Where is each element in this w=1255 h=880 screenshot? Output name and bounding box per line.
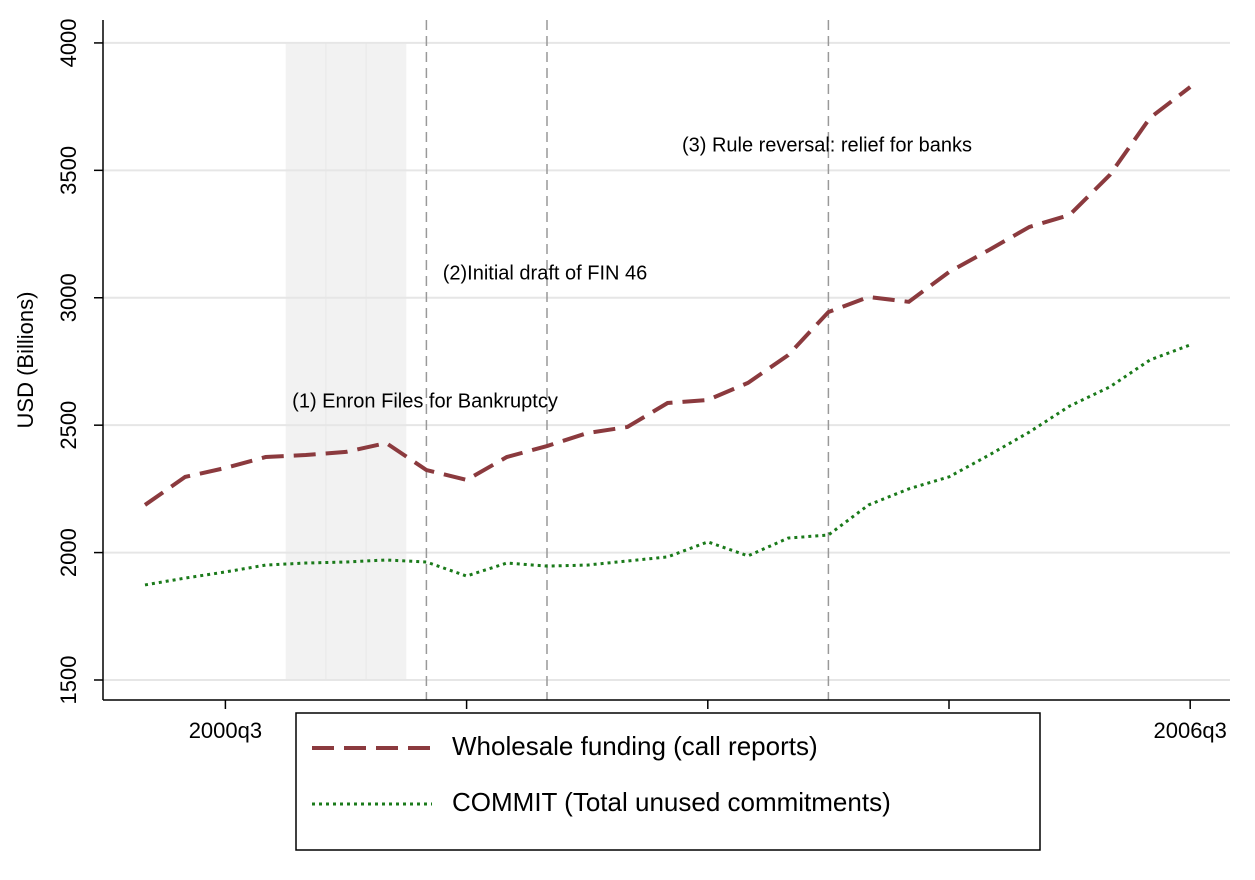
legend-label: COMMIT (Total unused commitments)	[452, 787, 891, 817]
y-tick-label: 2000	[56, 528, 81, 577]
legend-label: Wholesale funding (call reports)	[452, 731, 818, 761]
y-axis-label: USD (Billions)	[13, 292, 38, 429]
y-tick-label: 2500	[56, 401, 81, 450]
x-tick-label: 2000q3	[189, 718, 262, 743]
y-tick-label: 3000	[56, 273, 81, 322]
series-line	[144, 343, 1191, 587]
x-tick-label: 2006q3	[1153, 718, 1226, 743]
y-tick-label: 4000	[56, 18, 81, 67]
y-tick-label: 1500	[56, 656, 81, 705]
legend-box	[295, 712, 1041, 851]
series-line	[143, 85, 1192, 507]
y-tick-label: 3500	[56, 146, 81, 195]
annotation: (2)Initial draft of FIN 46	[443, 262, 648, 284]
annotation: (3) Rule reversal: relief for banks	[682, 134, 972, 156]
shaded-period	[285, 42, 407, 680]
annotation: (1) Enron Files for Bankruptcy	[292, 390, 558, 412]
